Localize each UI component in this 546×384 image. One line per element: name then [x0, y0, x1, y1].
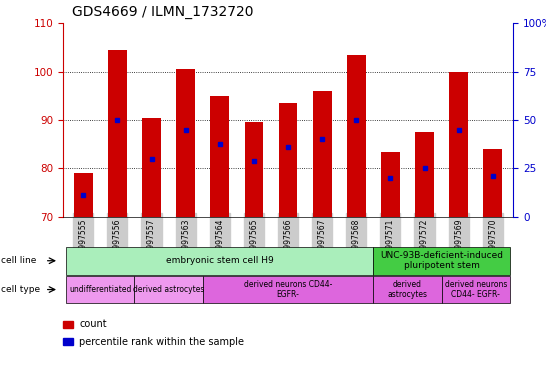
- Bar: [176, 69, 195, 217]
- Bar: [415, 132, 434, 217]
- Bar: [449, 71, 468, 217]
- Bar: [142, 118, 161, 217]
- Text: UNC-93B-deficient-induced
pluripotent stem: UNC-93B-deficient-induced pluripotent st…: [380, 251, 503, 270]
- Text: derived neurons CD44-
EGFR-: derived neurons CD44- EGFR-: [244, 280, 332, 299]
- Text: cell line: cell line: [1, 256, 37, 265]
- Bar: [381, 152, 400, 217]
- Bar: [347, 55, 366, 217]
- Bar: [245, 122, 263, 217]
- Bar: [74, 173, 93, 217]
- Bar: [108, 50, 127, 217]
- Bar: [210, 96, 229, 217]
- Text: undifferentiated: undifferentiated: [69, 285, 132, 294]
- Text: cell type: cell type: [1, 285, 40, 294]
- Text: count: count: [79, 319, 107, 329]
- Text: derived astrocytes: derived astrocytes: [133, 285, 204, 294]
- Bar: [483, 149, 502, 217]
- Text: derived neurons
CD44- EGFR-: derived neurons CD44- EGFR-: [444, 280, 507, 299]
- Text: percentile rank within the sample: percentile rank within the sample: [79, 337, 244, 347]
- Text: embryonic stem cell H9: embryonic stem cell H9: [166, 256, 274, 265]
- Text: derived
astrocytes: derived astrocytes: [388, 280, 428, 299]
- Text: GDS4669 / ILMN_1732720: GDS4669 / ILMN_1732720: [72, 5, 253, 19]
- Bar: [313, 91, 331, 217]
- Bar: [278, 103, 298, 217]
